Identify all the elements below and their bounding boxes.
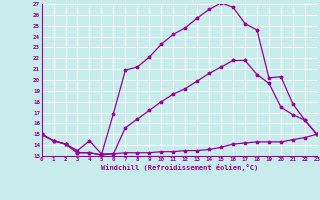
X-axis label: Windchill (Refroidissement éolien,°C): Windchill (Refroidissement éolien,°C)	[100, 164, 258, 171]
